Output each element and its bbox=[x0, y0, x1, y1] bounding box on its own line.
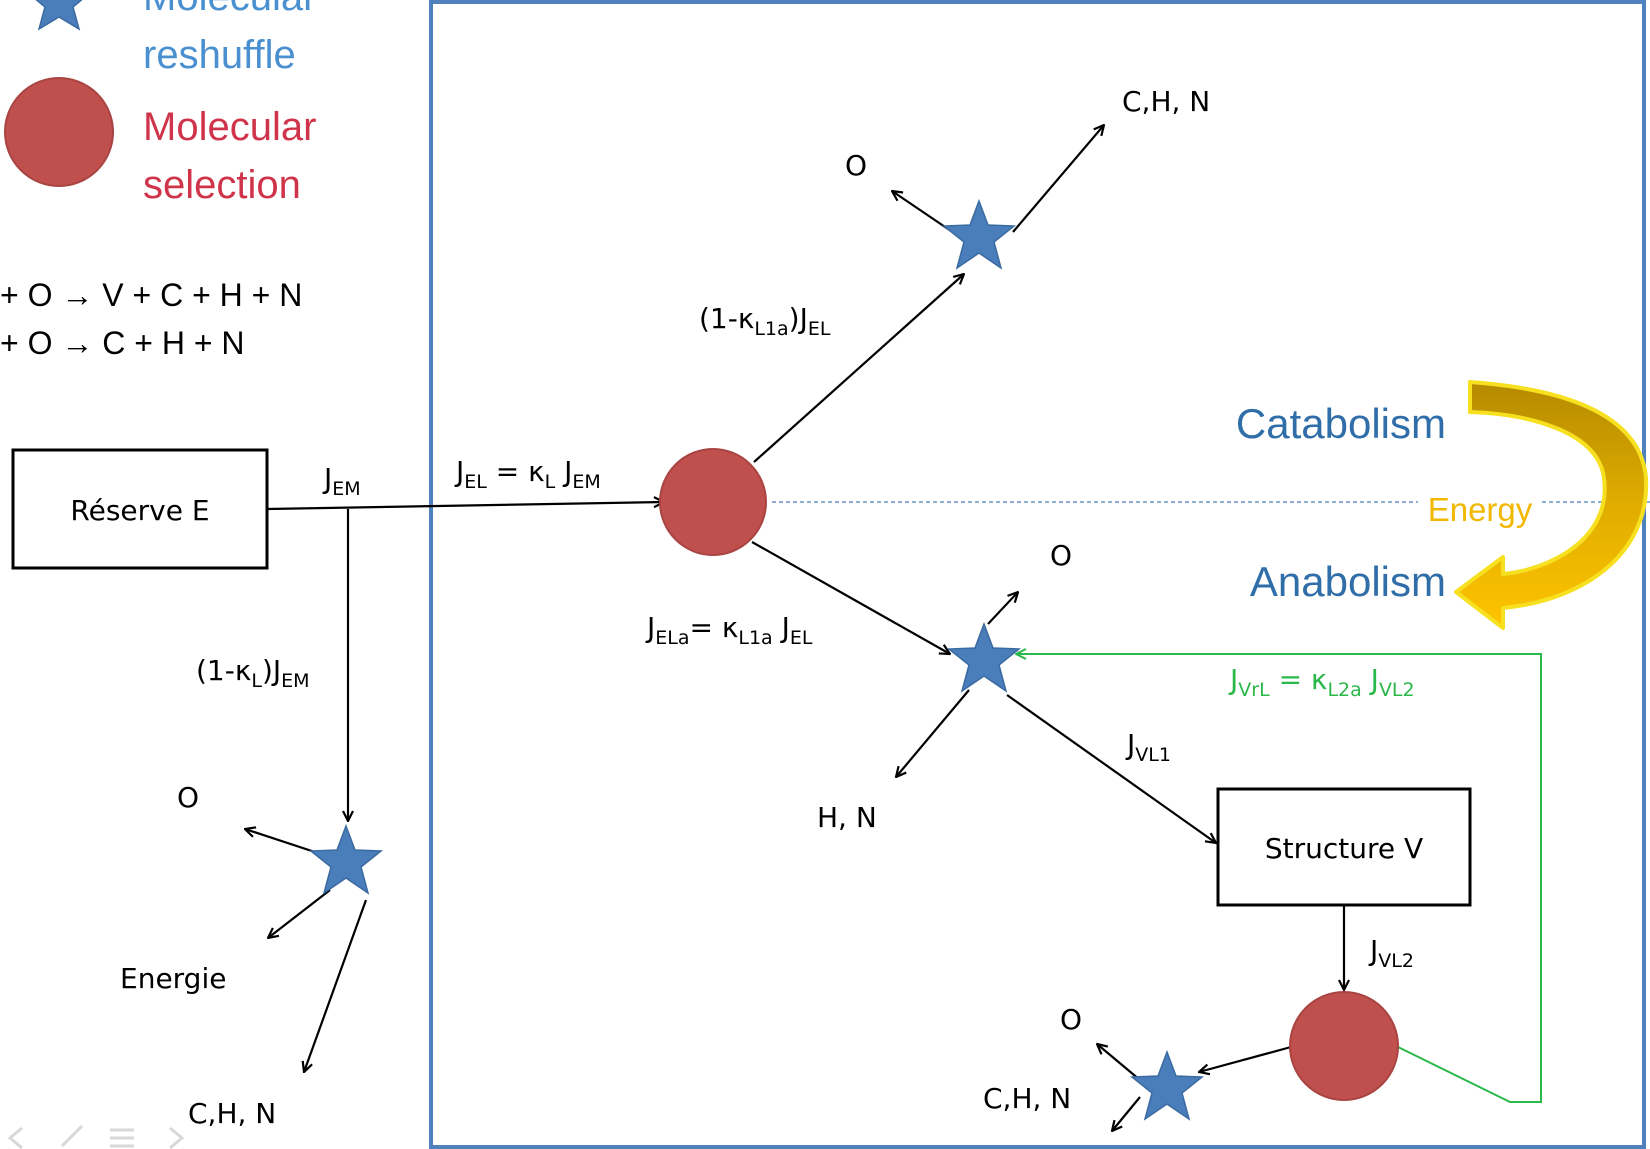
flux-j-el: JEL = κL JEM bbox=[454, 455, 601, 493]
product-chn-left: C,H, N bbox=[188, 1097, 276, 1130]
equation-2: + O → C + H + N bbox=[0, 325, 245, 361]
flux-j-ela: JELa= κL1a JEL bbox=[645, 611, 813, 649]
structure-box bbox=[1216, 787, 1472, 907]
legend-reshuffle-label-1: Molecular bbox=[143, 0, 316, 19]
arrow-reserve-to-node bbox=[267, 502, 664, 511]
legend-reshuffle-label-2: reshuffle bbox=[143, 33, 296, 77]
equation-1: + O → V + C + H + N bbox=[0, 277, 302, 313]
selection-node-bottom bbox=[1289, 991, 1399, 1101]
selection-node-main bbox=[659, 448, 767, 556]
arrow-node-to-top-star bbox=[753, 274, 964, 463]
flux-j-em: JEM bbox=[322, 462, 361, 500]
flux-one-minus-kl: (1-κL)JEM bbox=[196, 654, 310, 692]
arrow-top-star-to-chn bbox=[1012, 125, 1104, 233]
legend-selection-label-1: Molecular bbox=[143, 105, 316, 149]
reshuffle-star-top bbox=[941, 198, 1017, 270]
product-energie: Energie bbox=[120, 962, 226, 995]
product-o-mid: O bbox=[1050, 539, 1072, 572]
reshuffle-star-mid bbox=[946, 621, 1022, 693]
legend-star-icon bbox=[35, 0, 83, 31]
arrow-mid-star-to-structure bbox=[1006, 694, 1216, 843]
product-o-bottom: O bbox=[1060, 1003, 1082, 1036]
arrow-left-star-to-chn bbox=[304, 899, 368, 1072]
arrow-bottom-star-to-chn bbox=[1112, 1096, 1141, 1131]
energy-label-backdrop bbox=[1418, 488, 1542, 528]
energy-label: Energy bbox=[1428, 491, 1533, 528]
legend-selection-label-2: selection bbox=[143, 163, 301, 207]
reserve-label: Réserve E bbox=[70, 494, 209, 527]
product-chn-top: C,H, N bbox=[1122, 85, 1210, 118]
flux-j-vl1: JVL1 bbox=[1125, 728, 1171, 766]
recycling-flux-arrow bbox=[1016, 654, 1542, 1103]
arrow-top-star-to-o bbox=[892, 191, 952, 232]
flux-one-minus-kl1a: (1-κL1a)JEL bbox=[699, 302, 831, 340]
arrow-mid-star-to-o bbox=[987, 592, 1018, 625]
slide-nav bbox=[7, 1124, 185, 1149]
arrow-left-star-to-energie bbox=[268, 889, 331, 938]
product-chn-bottom: C,H, N bbox=[983, 1082, 1071, 1115]
catabolism-label: Catabolism bbox=[1236, 400, 1446, 447]
nav-next-icon[interactable] bbox=[169, 1126, 185, 1149]
arrow-bottom-star-to-o bbox=[1097, 1044, 1141, 1081]
metabolism-frame bbox=[429, 0, 1646, 1149]
reshuffle-star-bottom bbox=[1129, 1049, 1205, 1121]
anabolism-label: Anabolism bbox=[1250, 558, 1446, 605]
nav-menu-icon[interactable] bbox=[110, 1128, 134, 1148]
legend-circle-icon bbox=[4, 77, 114, 187]
reserve-box bbox=[11, 448, 269, 570]
product-hn-mid: H, N bbox=[817, 801, 877, 834]
energy-curved-arrow bbox=[1454, 380, 1649, 630]
nav-pen-icon[interactable] bbox=[60, 1124, 84, 1148]
flux-j-vl2: JVL2 bbox=[1368, 934, 1414, 972]
product-o-left: O bbox=[177, 781, 199, 814]
product-o-top: O bbox=[845, 149, 867, 182]
nav-prev-icon[interactable] bbox=[7, 1126, 23, 1149]
arrow-node-to-mid-star bbox=[751, 541, 950, 654]
reshuffle-star-left bbox=[308, 823, 384, 895]
structure-label: Structure V bbox=[1265, 832, 1423, 865]
arrow-mid-star-to-hn bbox=[896, 689, 970, 777]
flux-j-vrl: JVrL = κL2a JVL2 bbox=[1228, 663, 1415, 701]
arrow-bottom-node-to-star bbox=[1199, 1045, 1292, 1072]
